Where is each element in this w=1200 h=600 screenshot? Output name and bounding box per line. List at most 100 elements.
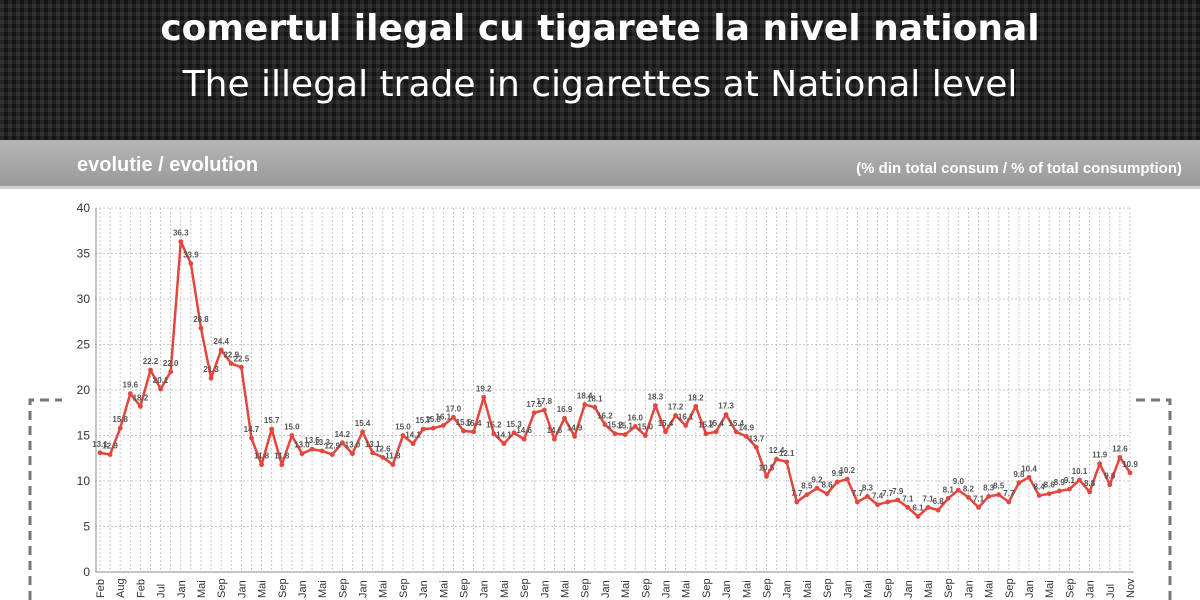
data-label: 16.1 [678, 412, 694, 421]
data-point [733, 429, 739, 435]
data-label: 36.3 [173, 229, 189, 238]
data-point [602, 422, 608, 427]
x-tick-label: Mai [378, 580, 390, 598]
data-point [1087, 489, 1093, 495]
data-label: 17.0 [446, 404, 462, 413]
data-point [612, 431, 618, 437]
y-tick-label: 15 [77, 429, 91, 443]
data-point [723, 412, 729, 417]
x-tick-label: Mai [923, 580, 935, 598]
data-point [552, 436, 557, 442]
x-tick-label: Sep [640, 578, 652, 598]
x-tick-label: Sep [459, 578, 471, 598]
data-point [269, 426, 275, 432]
title: comertul ilegal cu tigarete la nivel nat… [160, 8, 1040, 49]
data-label: 7.7 [852, 489, 864, 498]
data-label: 13.3 [314, 438, 330, 447]
x-tick-label: Jan [660, 580, 672, 598]
data-label: 8.9 [1054, 478, 1066, 487]
data-point [935, 507, 941, 513]
data-label: 11.9 [1092, 451, 1108, 460]
data-point [976, 504, 981, 510]
x-tick-label: Jan [903, 580, 915, 598]
data-point [1097, 461, 1103, 467]
data-point [188, 261, 194, 266]
x-tick-label: Mai [317, 580, 329, 598]
data-label: 24.4 [213, 337, 229, 346]
data-point [683, 423, 689, 428]
data-point [1006, 499, 1012, 505]
data-point [127, 391, 133, 397]
data-point [390, 462, 396, 468]
data-label: 15.4 [708, 419, 724, 428]
x-tick-label: Sep [337, 578, 349, 598]
data-point [249, 435, 254, 441]
header: comertul ilegal cu tigarete la nivel nat… [0, 0, 1200, 140]
data-label: 14.9 [567, 423, 583, 432]
data-label: 22.0 [163, 359, 179, 368]
data-point [865, 494, 870, 499]
x-tick-label: Aug [115, 578, 127, 598]
data-label: 7.1 [973, 494, 985, 503]
data-label: 11.8 [385, 452, 401, 461]
data-label: 12.9 [324, 442, 340, 451]
data-label: 15.0 [284, 423, 300, 432]
x-tick-label: Feb [135, 579, 147, 598]
data-label: 14.6 [547, 426, 563, 435]
data-label: 16.1 [436, 412, 452, 421]
x-tick-label: Sep [701, 578, 713, 598]
data-label: 14.1 [405, 431, 421, 440]
y-tick-label: 5 [83, 520, 90, 534]
data-label: 10.1 [1072, 467, 1088, 476]
data-label: 14.9 [738, 423, 754, 432]
data-point [673, 413, 678, 418]
data-label: 12.4 [769, 446, 785, 455]
x-tick-label: Mai [438, 580, 450, 598]
data-point [875, 502, 880, 508]
data-point [1036, 493, 1042, 498]
data-point [945, 495, 951, 501]
subtitle: The illegal trade in cigarettes at Natio… [182, 64, 1018, 105]
data-point [844, 476, 850, 482]
data-point [521, 436, 527, 442]
data-label: 13.5 [304, 436, 320, 445]
x-tick-label: Sep [1004, 578, 1016, 598]
data-point [400, 433, 406, 438]
data-label: 22.5 [234, 354, 250, 363]
data-label: 19.2 [476, 384, 492, 393]
data-label: 13.7 [749, 434, 765, 443]
data-point [329, 452, 335, 458]
data-point [299, 451, 305, 457]
data-label: 11.8 [254, 452, 270, 461]
data-point [339, 440, 345, 446]
data-label: 7.9 [892, 487, 904, 496]
data-label: 6.1 [912, 503, 924, 512]
data-point [915, 514, 921, 519]
data-label: 18.1 [587, 394, 603, 403]
x-tick-label: Jan [1085, 580, 1097, 598]
data-point [380, 454, 386, 460]
data-point [814, 485, 820, 491]
y-tick-label: 0 [83, 565, 90, 579]
data-point [743, 434, 749, 439]
x-tick-label: Mai [862, 580, 874, 598]
data-label: 9.9 [832, 469, 844, 478]
data-label: 18.2 [688, 393, 704, 402]
data-point [582, 402, 588, 407]
data-point [562, 415, 567, 421]
data-label: 7.7 [882, 489, 894, 498]
data-point [208, 375, 214, 381]
data-point [592, 404, 598, 410]
data-label: 13.1 [365, 440, 381, 449]
data-label: 9.1 [1064, 476, 1076, 485]
data-point [228, 361, 234, 367]
data-label: 9.8 [1013, 470, 1025, 479]
x-tick-label: Nov [1125, 578, 1137, 598]
data-point [1056, 488, 1062, 494]
data-point [1067, 486, 1072, 492]
x-tick-label: Mai [984, 580, 996, 598]
data-point [713, 429, 719, 435]
data-label: 8.5 [801, 482, 813, 491]
data-label: 26.8 [193, 315, 209, 324]
